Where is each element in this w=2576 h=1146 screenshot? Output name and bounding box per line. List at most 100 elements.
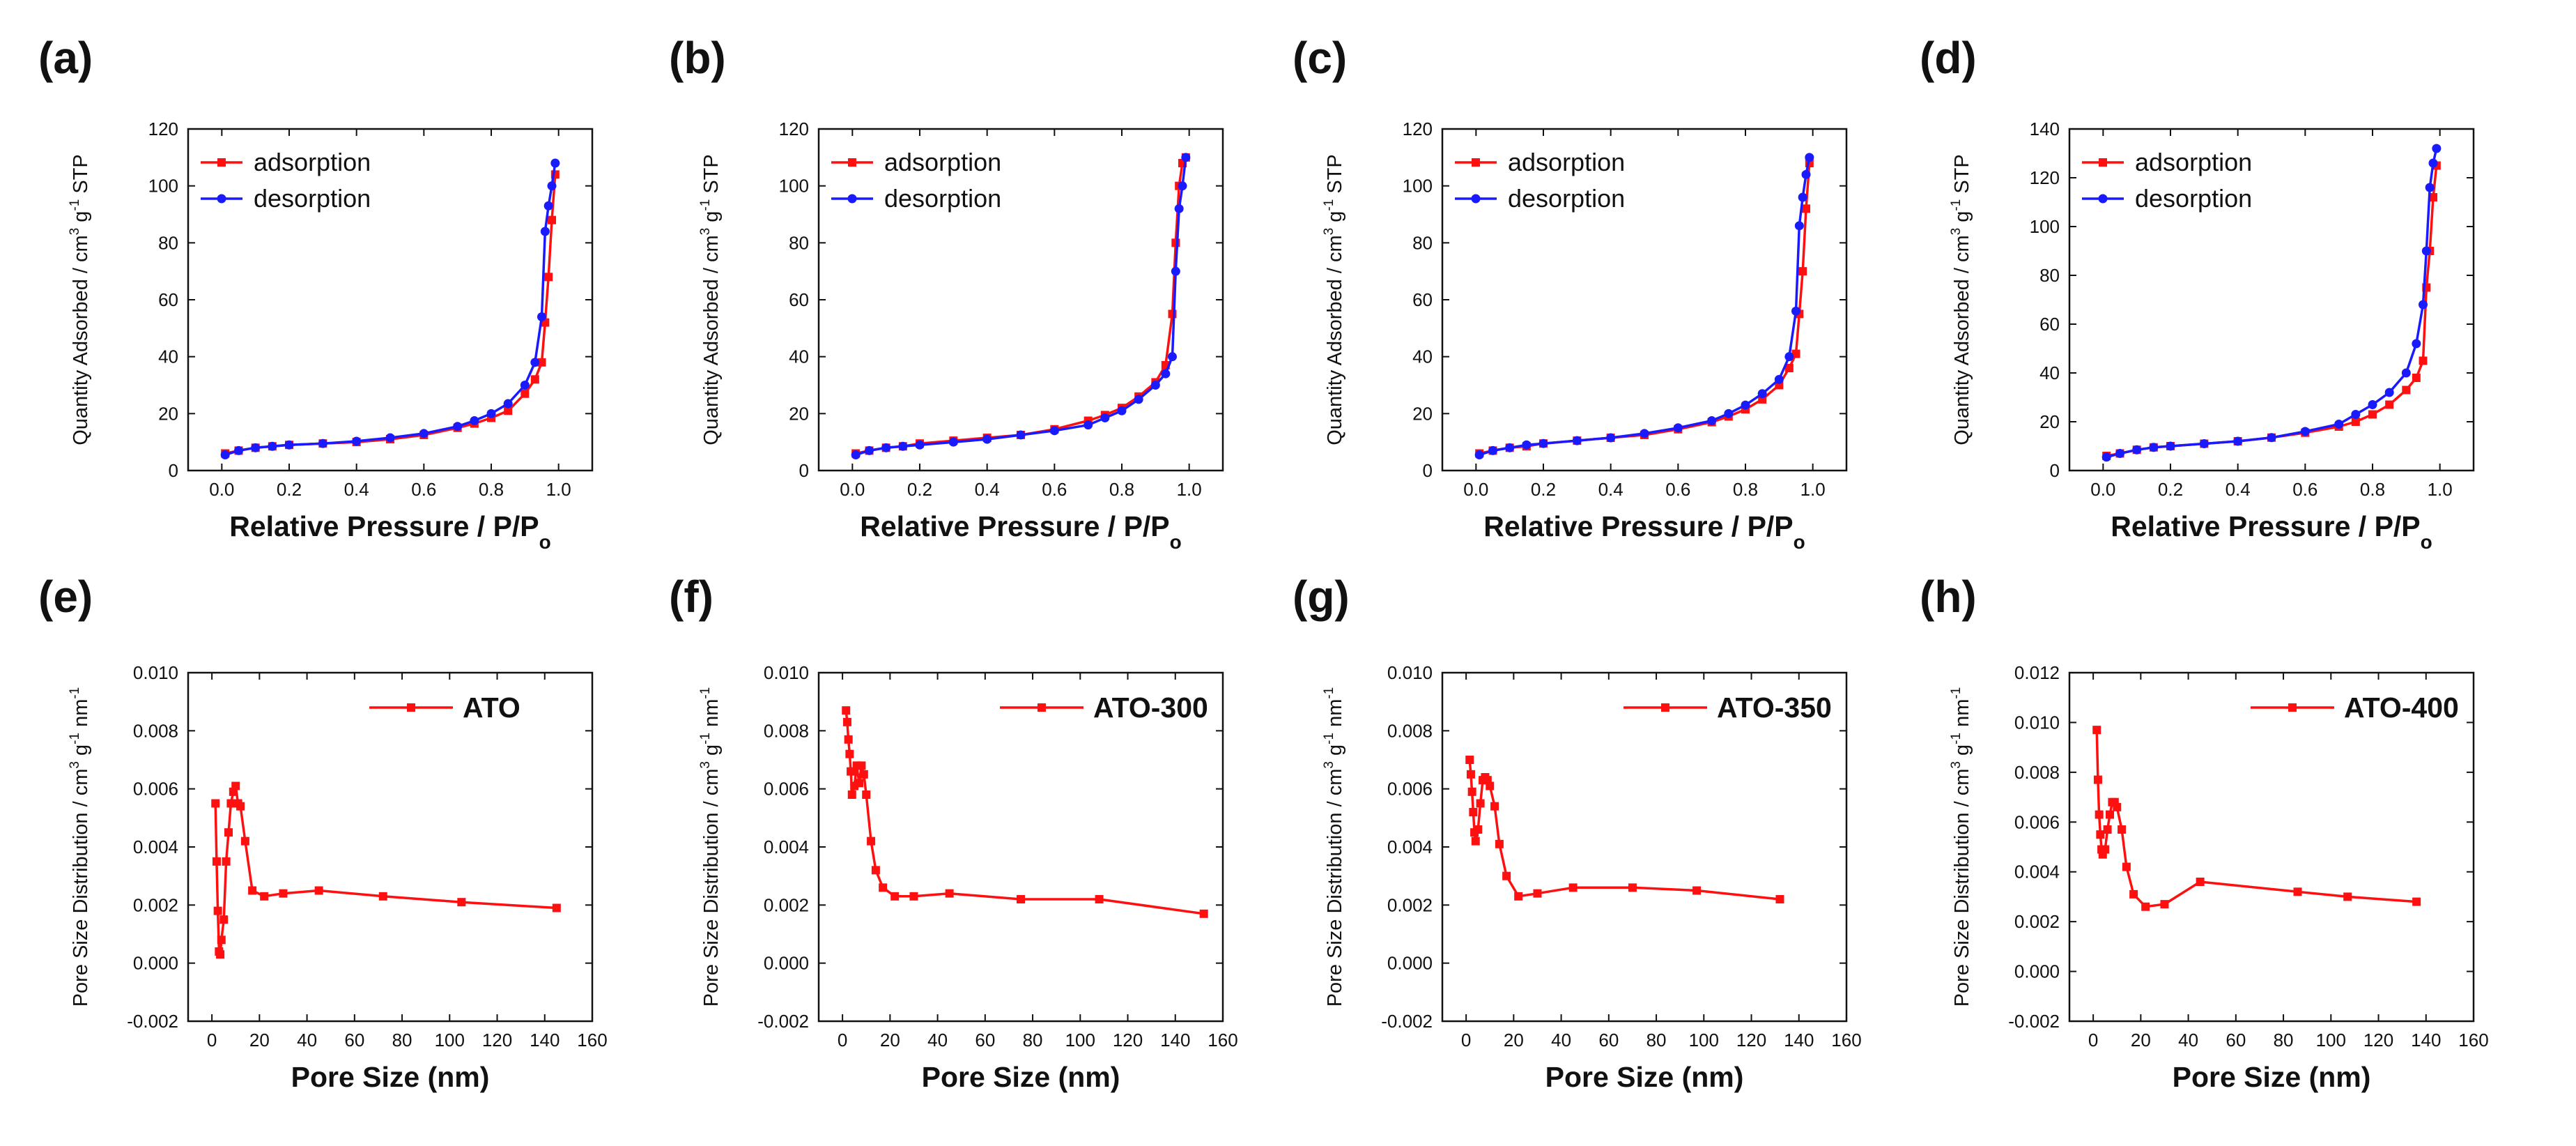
data-point	[1469, 808, 1478, 816]
legend-marker	[847, 194, 857, 204]
data-point	[213, 906, 222, 915]
x-tick-label: 20	[880, 1030, 900, 1050]
data-point	[543, 201, 553, 211]
y-tick-label: 0.004	[1387, 836, 1433, 857]
y-tick-label: 60	[1412, 289, 1433, 310]
data-point	[1628, 883, 1637, 892]
y-tick-label: 0.002	[2014, 911, 2060, 932]
data-point	[1794, 221, 1804, 231]
data-point	[909, 892, 918, 901]
x-tick-label: 0.6	[2292, 479, 2317, 500]
data-point	[2141, 902, 2150, 911]
data-point	[845, 749, 854, 758]
data-point	[1538, 438, 1548, 448]
data-point	[1466, 770, 1475, 779]
data-point	[2166, 441, 2175, 451]
data-point	[251, 443, 261, 452]
data-point	[2118, 825, 2127, 834]
y-tick-label: 0.000	[133, 953, 178, 974]
x-tick-label: 40	[927, 1030, 948, 1050]
data-point	[857, 761, 866, 770]
panel-label: (a)	[38, 33, 93, 83]
data-point	[1757, 389, 1767, 399]
data-point	[1016, 430, 1026, 440]
data-point	[847, 790, 856, 799]
legend-label: desorption	[254, 184, 371, 213]
legend-marker	[217, 194, 226, 204]
data-point	[1017, 895, 1025, 903]
legend-label: desorption	[1508, 184, 1625, 213]
x-tick-label: 0.8	[1733, 479, 1758, 500]
data-point	[2300, 427, 2310, 436]
x-axis-label: Relative Pressure / P/Po	[1483, 510, 1805, 553]
x-tick-label: 100	[1065, 1030, 1095, 1050]
data-point	[314, 886, 323, 895]
data-point	[890, 892, 900, 901]
series-line-ato-350	[1468, 759, 1780, 901]
chart-panel: (d) 0.0 0.2 0.4 0.6 0.8 1.0 0 20 40 60 80 100 120 140 R…	[1920, 33, 2475, 553]
data-point	[2419, 300, 2428, 310]
series-line-ato-300	[844, 710, 1204, 915]
legend-label: adsorption	[884, 148, 1001, 176]
data-point	[1775, 895, 1784, 903]
legend-label: ATO	[463, 692, 520, 724]
y-tick-label: 0	[169, 460, 178, 481]
data-point	[211, 799, 220, 808]
y-axis-label: Quantity Adsorbed / cm3 g-1 STP	[1322, 154, 1346, 445]
legend-marker	[848, 158, 856, 167]
y-tick-label: 0	[1423, 460, 1433, 481]
data-point	[231, 781, 240, 790]
y-tick-label: 0.008	[2014, 762, 2060, 783]
data-point	[862, 790, 871, 799]
data-point	[1474, 825, 1483, 834]
data-point	[1467, 787, 1476, 796]
x-tick-label: 0.8	[1109, 479, 1134, 500]
plot-frame	[187, 671, 594, 1023]
data-point	[220, 450, 230, 460]
data-point	[2093, 775, 2102, 784]
y-tick-label: 20	[789, 403, 809, 424]
data-point	[248, 886, 257, 895]
legend-marker	[217, 158, 226, 167]
data-point	[2095, 810, 2104, 819]
y-tick-label: 60	[2039, 314, 2060, 335]
legend-marker	[1471, 194, 1481, 204]
data-point	[2412, 374, 2421, 382]
y-tick-label: 0	[2050, 460, 2060, 481]
data-point	[1514, 892, 1523, 901]
data-point	[1568, 883, 1578, 892]
y-tick-label: 40	[1412, 346, 1433, 367]
x-tick-label: 0	[1461, 1030, 1471, 1050]
data-point	[537, 312, 546, 321]
data-point	[2334, 420, 2344, 429]
x-tick-label: 1.0	[2428, 479, 2453, 500]
data-point	[2412, 339, 2421, 349]
data-point	[1572, 436, 1582, 445]
data-point	[260, 892, 269, 901]
chart-panel: (b) 0.0 0.2 0.4 0.6 0.8 1.0 0 20 40 60 80 100 120 Rela…	[669, 33, 1224, 553]
chart-panel: (h) 0 20 40 60 80 100 120 140 160 -0.002 0.000 0.002…	[1920, 572, 2489, 1093]
data-point	[2385, 400, 2394, 409]
data-point	[530, 358, 540, 367]
y-tick-label: 0.006	[133, 779, 178, 800]
x-tick-label: 0.2	[907, 479, 932, 500]
panel-label: (f)	[669, 572, 714, 622]
plot-frame	[817, 128, 1224, 472]
data-point	[1490, 802, 1499, 811]
y-tick-label: -0.002	[757, 1011, 809, 1032]
chart-panel: (a) 0.0 0.2 0.4 0.6 0.8 1.0 0 20 40 60 80 100 120 Rela…	[38, 33, 594, 553]
data-point	[2122, 862, 2131, 871]
x-tick-label: 60	[2226, 1030, 2246, 1050]
data-point	[1724, 408, 1734, 418]
y-tick-label: 100	[148, 176, 178, 197]
data-point	[1606, 433, 1616, 443]
y-tick-label: 120	[779, 119, 809, 139]
y-tick-label: 20	[2039, 411, 2060, 432]
legend-label: desorption	[2135, 184, 2252, 213]
data-point	[1802, 204, 1810, 213]
y-tick-label: -0.002	[2008, 1011, 2060, 1032]
x-tick-label: 0.4	[1598, 479, 1624, 500]
data-point	[2199, 439, 2209, 448]
data-point	[1049, 426, 1059, 436]
x-tick-label: 20	[2131, 1030, 2151, 1050]
